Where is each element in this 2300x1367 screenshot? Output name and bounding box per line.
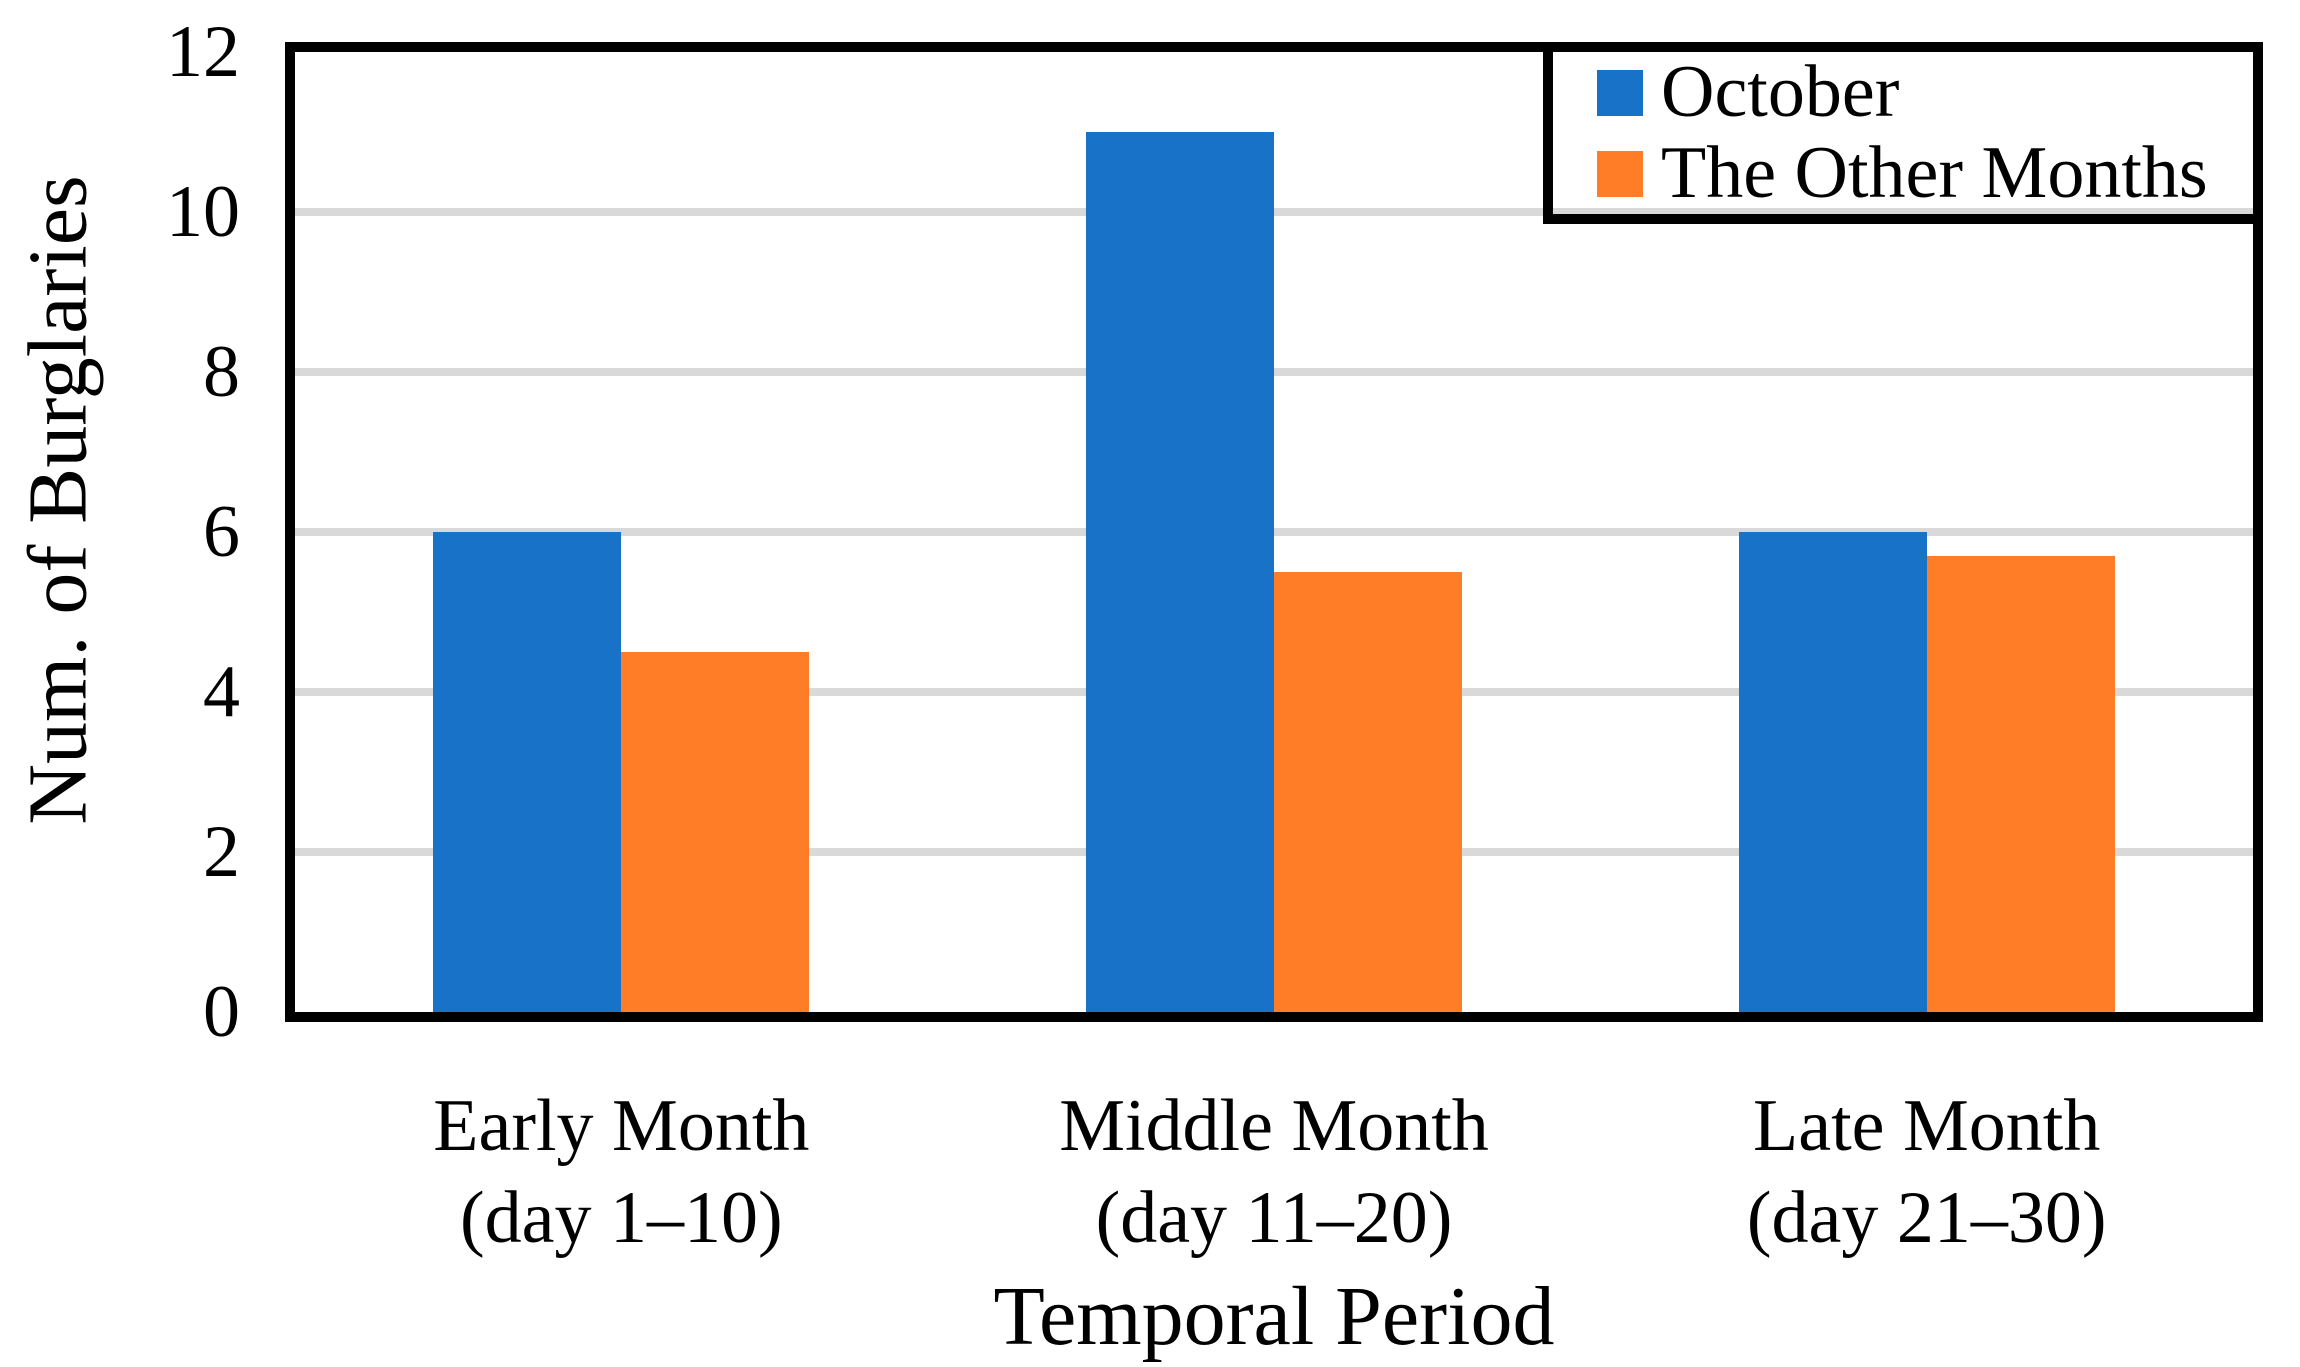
legend-swatch-other-months (1597, 150, 1643, 197)
x-category-label-line1: Middle Month (1059, 1085, 1489, 1167)
x-category-label-line2: (day 11–20) (1095, 1177, 1453, 1259)
y-tick-label-6: 6 (203, 491, 240, 573)
legend: October The Other Months (1543, 42, 2263, 224)
plot-area: October The Other Months (285, 42, 2263, 1022)
x-category-label-0: Early Month (day 1–10) (295, 1080, 948, 1264)
y-tick-label-2: 2 (203, 811, 240, 893)
x-category-label-2: Late Month (day 21–30) (1600, 1080, 2253, 1264)
y-tick-label-10: 10 (166, 171, 240, 253)
x-category-label-1: Middle Month (day 11–20) (948, 1080, 1601, 1264)
bar-october-1 (1086, 132, 1274, 1012)
x-category-label-line1: Late Month (1753, 1085, 2101, 1167)
bar-the-other-months-0 (621, 652, 810, 1012)
bar-groups (295, 52, 2253, 1012)
legend-row: October (1597, 52, 2253, 133)
x-category-label-line2: (day 1–10) (460, 1177, 783, 1259)
gridline-6 (295, 528, 2253, 536)
bar-group-2 (1600, 52, 2253, 1012)
x-axis-category-labels: Early Month (day 1–10) Middle Month (day 11… (295, 1080, 2253, 1264)
y-tick-label-4: 4 (203, 651, 240, 733)
legend-swatch-october (1597, 69, 1643, 116)
bar-the-other-months-1 (1274, 572, 1462, 1012)
x-category-label-line2: (day 21–30) (1746, 1177, 2107, 1259)
bar-october-2 (1738, 532, 1927, 1012)
legend-label-other-months: The Other Months (1661, 132, 2208, 214)
x-axis-title: Temporal Period (993, 1270, 1555, 1363)
bar-the-other-months-2 (1926, 556, 2115, 1012)
bar-group-0 (295, 52, 948, 1012)
gridline-10 (295, 208, 2253, 216)
y-tick-label-12: 12 (166, 11, 240, 93)
y-tick-label-0: 0 (203, 971, 240, 1053)
gridline-8 (295, 368, 2253, 377)
legend-row: The Other Months (1597, 133, 2253, 214)
x-category-label-line1: Early Month (433, 1085, 810, 1167)
legend-label-october: October (1661, 51, 1900, 133)
y-tick-label-8: 8 (203, 331, 240, 413)
bar-group-1 (948, 52, 1601, 1012)
bar-october-0 (433, 532, 622, 1012)
